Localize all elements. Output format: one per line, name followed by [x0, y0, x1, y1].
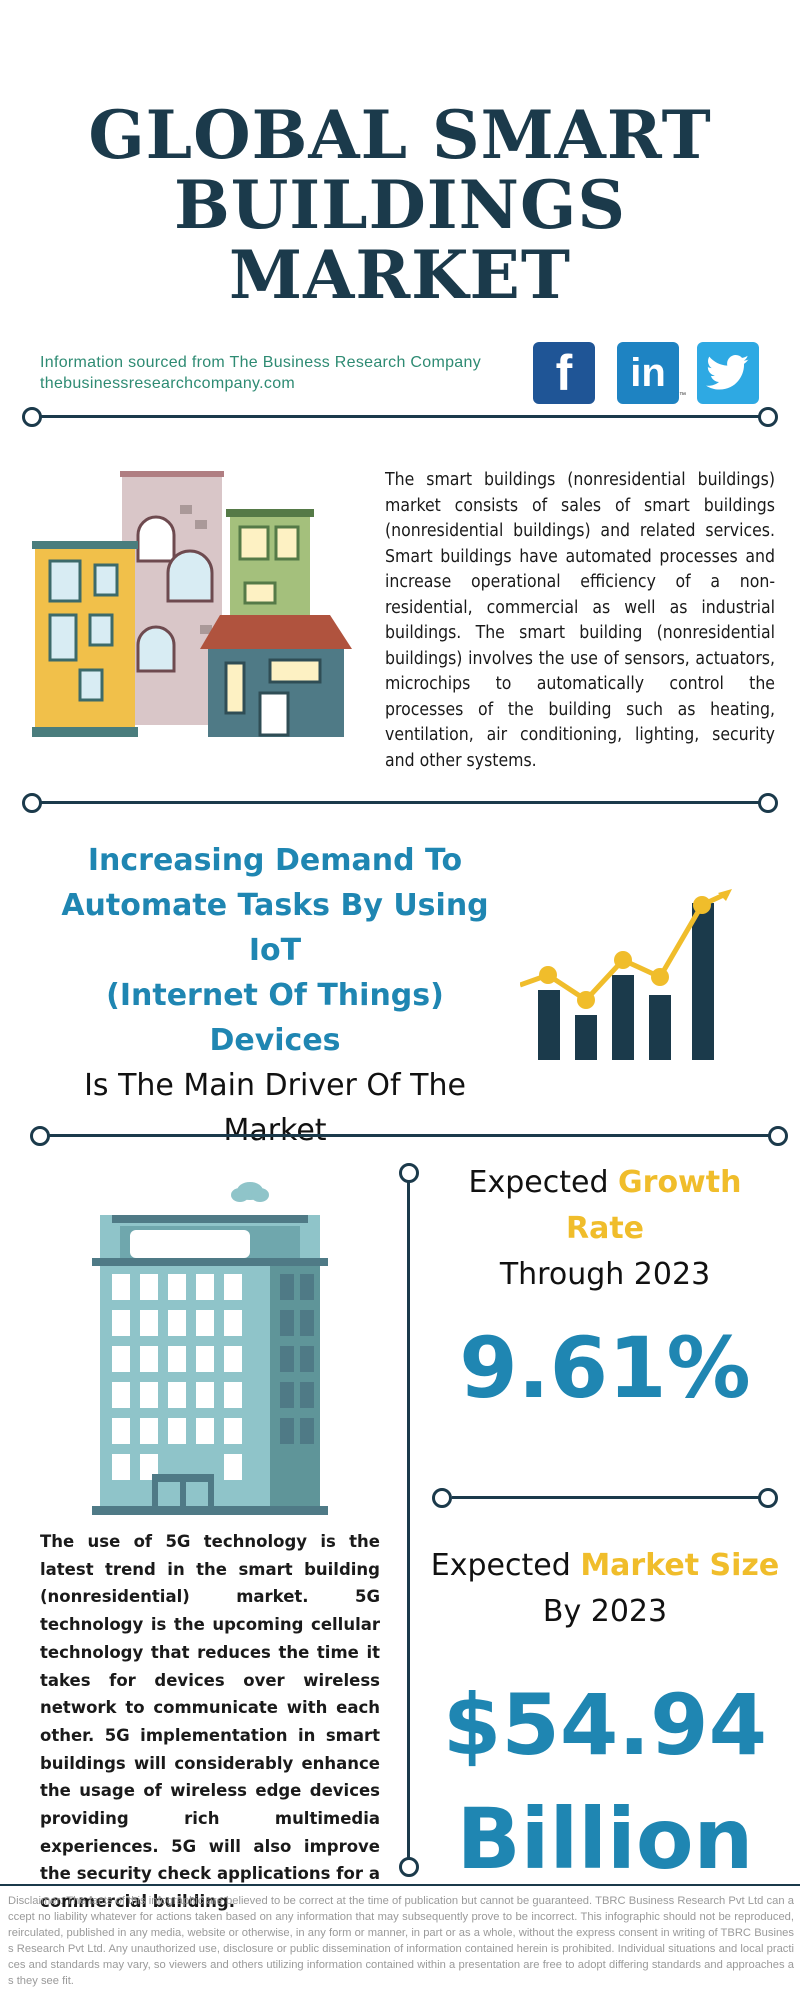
divider-3 — [40, 1134, 778, 1137]
market-driver: Increasing Demand To Automate Tasks By U… — [40, 838, 510, 1153]
linkedin-icon[interactable]: in — [617, 342, 679, 404]
twitter-icon[interactable] — [697, 342, 759, 404]
growth-rate-value: 9.61% — [459, 1319, 751, 1417]
driver-normal-2: Market — [223, 1113, 327, 1148]
market-label-highlight: Market Size — [580, 1548, 780, 1583]
driver-highlight-2: Automate Tasks By Using IoT — [61, 888, 489, 968]
growth-label-suffix: Through 2023 — [499, 1257, 711, 1292]
houses-illustration — [32, 471, 352, 737]
vertical-divider — [407, 1178, 410, 1863]
growth-chart-icon — [520, 889, 732, 1060]
growth-rate-label: Expected Growth Rate Through 2023 — [430, 1160, 780, 1298]
source-line: Information sourced from The Business Re… — [40, 354, 481, 371]
market-size-label: Expected Market Size By 2023 — [430, 1543, 780, 1635]
market-size-value-line1: $54.94 — [442, 1676, 768, 1774]
title-line-2: BUILDINGS MARKET — [173, 166, 627, 314]
cloud-icon — [231, 1182, 269, 1202]
market-label-suffix: By 2023 — [542, 1594, 668, 1629]
divider-2-left-dot — [22, 793, 42, 813]
source-info: Information sourced from The Business Re… — [40, 352, 481, 394]
divider-4-right-dot — [758, 1488, 778, 1508]
divider-2 — [32, 801, 768, 804]
trend-description: The use of 5G technology is the latest t… — [40, 1532, 380, 1912]
title-line-1: GLOBAL SMART — [88, 96, 712, 174]
divider-1-left-dot — [22, 407, 42, 427]
vertical-divider-top-dot — [399, 1163, 419, 1183]
divider-4-left-dot — [432, 1488, 452, 1508]
source-website-link[interactable]: thebusinessresearchcompany.com — [40, 375, 296, 392]
market-description: The smart buildings (nonresidential buil… — [385, 470, 775, 771]
driver-normal-1: Is The Main Driver Of The — [84, 1068, 466, 1103]
market-size-value-line2: Billion — [456, 1790, 754, 1888]
divider-2-right-dot — [758, 793, 778, 813]
market-label-prefix: Expected — [430, 1548, 581, 1583]
disclaimer-rule — [0, 1884, 800, 1886]
facebook-glyph: f — [555, 345, 573, 401]
office-tower-illustration — [92, 1182, 328, 1515]
divider-1 — [32, 415, 768, 418]
driver-highlight-3: (Internet Of Things) Devices — [106, 978, 444, 1058]
divider-3-left-dot — [30, 1126, 50, 1146]
vertical-divider-bottom-dot — [399, 1857, 419, 1877]
market-size-value: $54.94 Billion — [430, 1668, 780, 1896]
facebook-icon[interactable]: f — [533, 342, 595, 404]
driver-highlight-1: Increasing Demand To — [87, 843, 463, 878]
growth-label-prefix: Expected — [468, 1165, 619, 1200]
linkedin-glyph: in — [630, 350, 666, 395]
twitter-bird-icon — [706, 355, 749, 390]
disclaimer: Disclaimer: The facts of this infographi… — [8, 1895, 794, 1987]
page-title: GLOBAL SMART BUILDINGS MARKET — [0, 100, 800, 310]
growth-label-highlight: Growth Rate — [565, 1165, 742, 1246]
divider-1-right-dot — [758, 407, 778, 427]
trademark-mark: ™ — [679, 392, 686, 399]
divider-3-right-dot — [768, 1126, 788, 1146]
divider-4 — [452, 1496, 768, 1499]
